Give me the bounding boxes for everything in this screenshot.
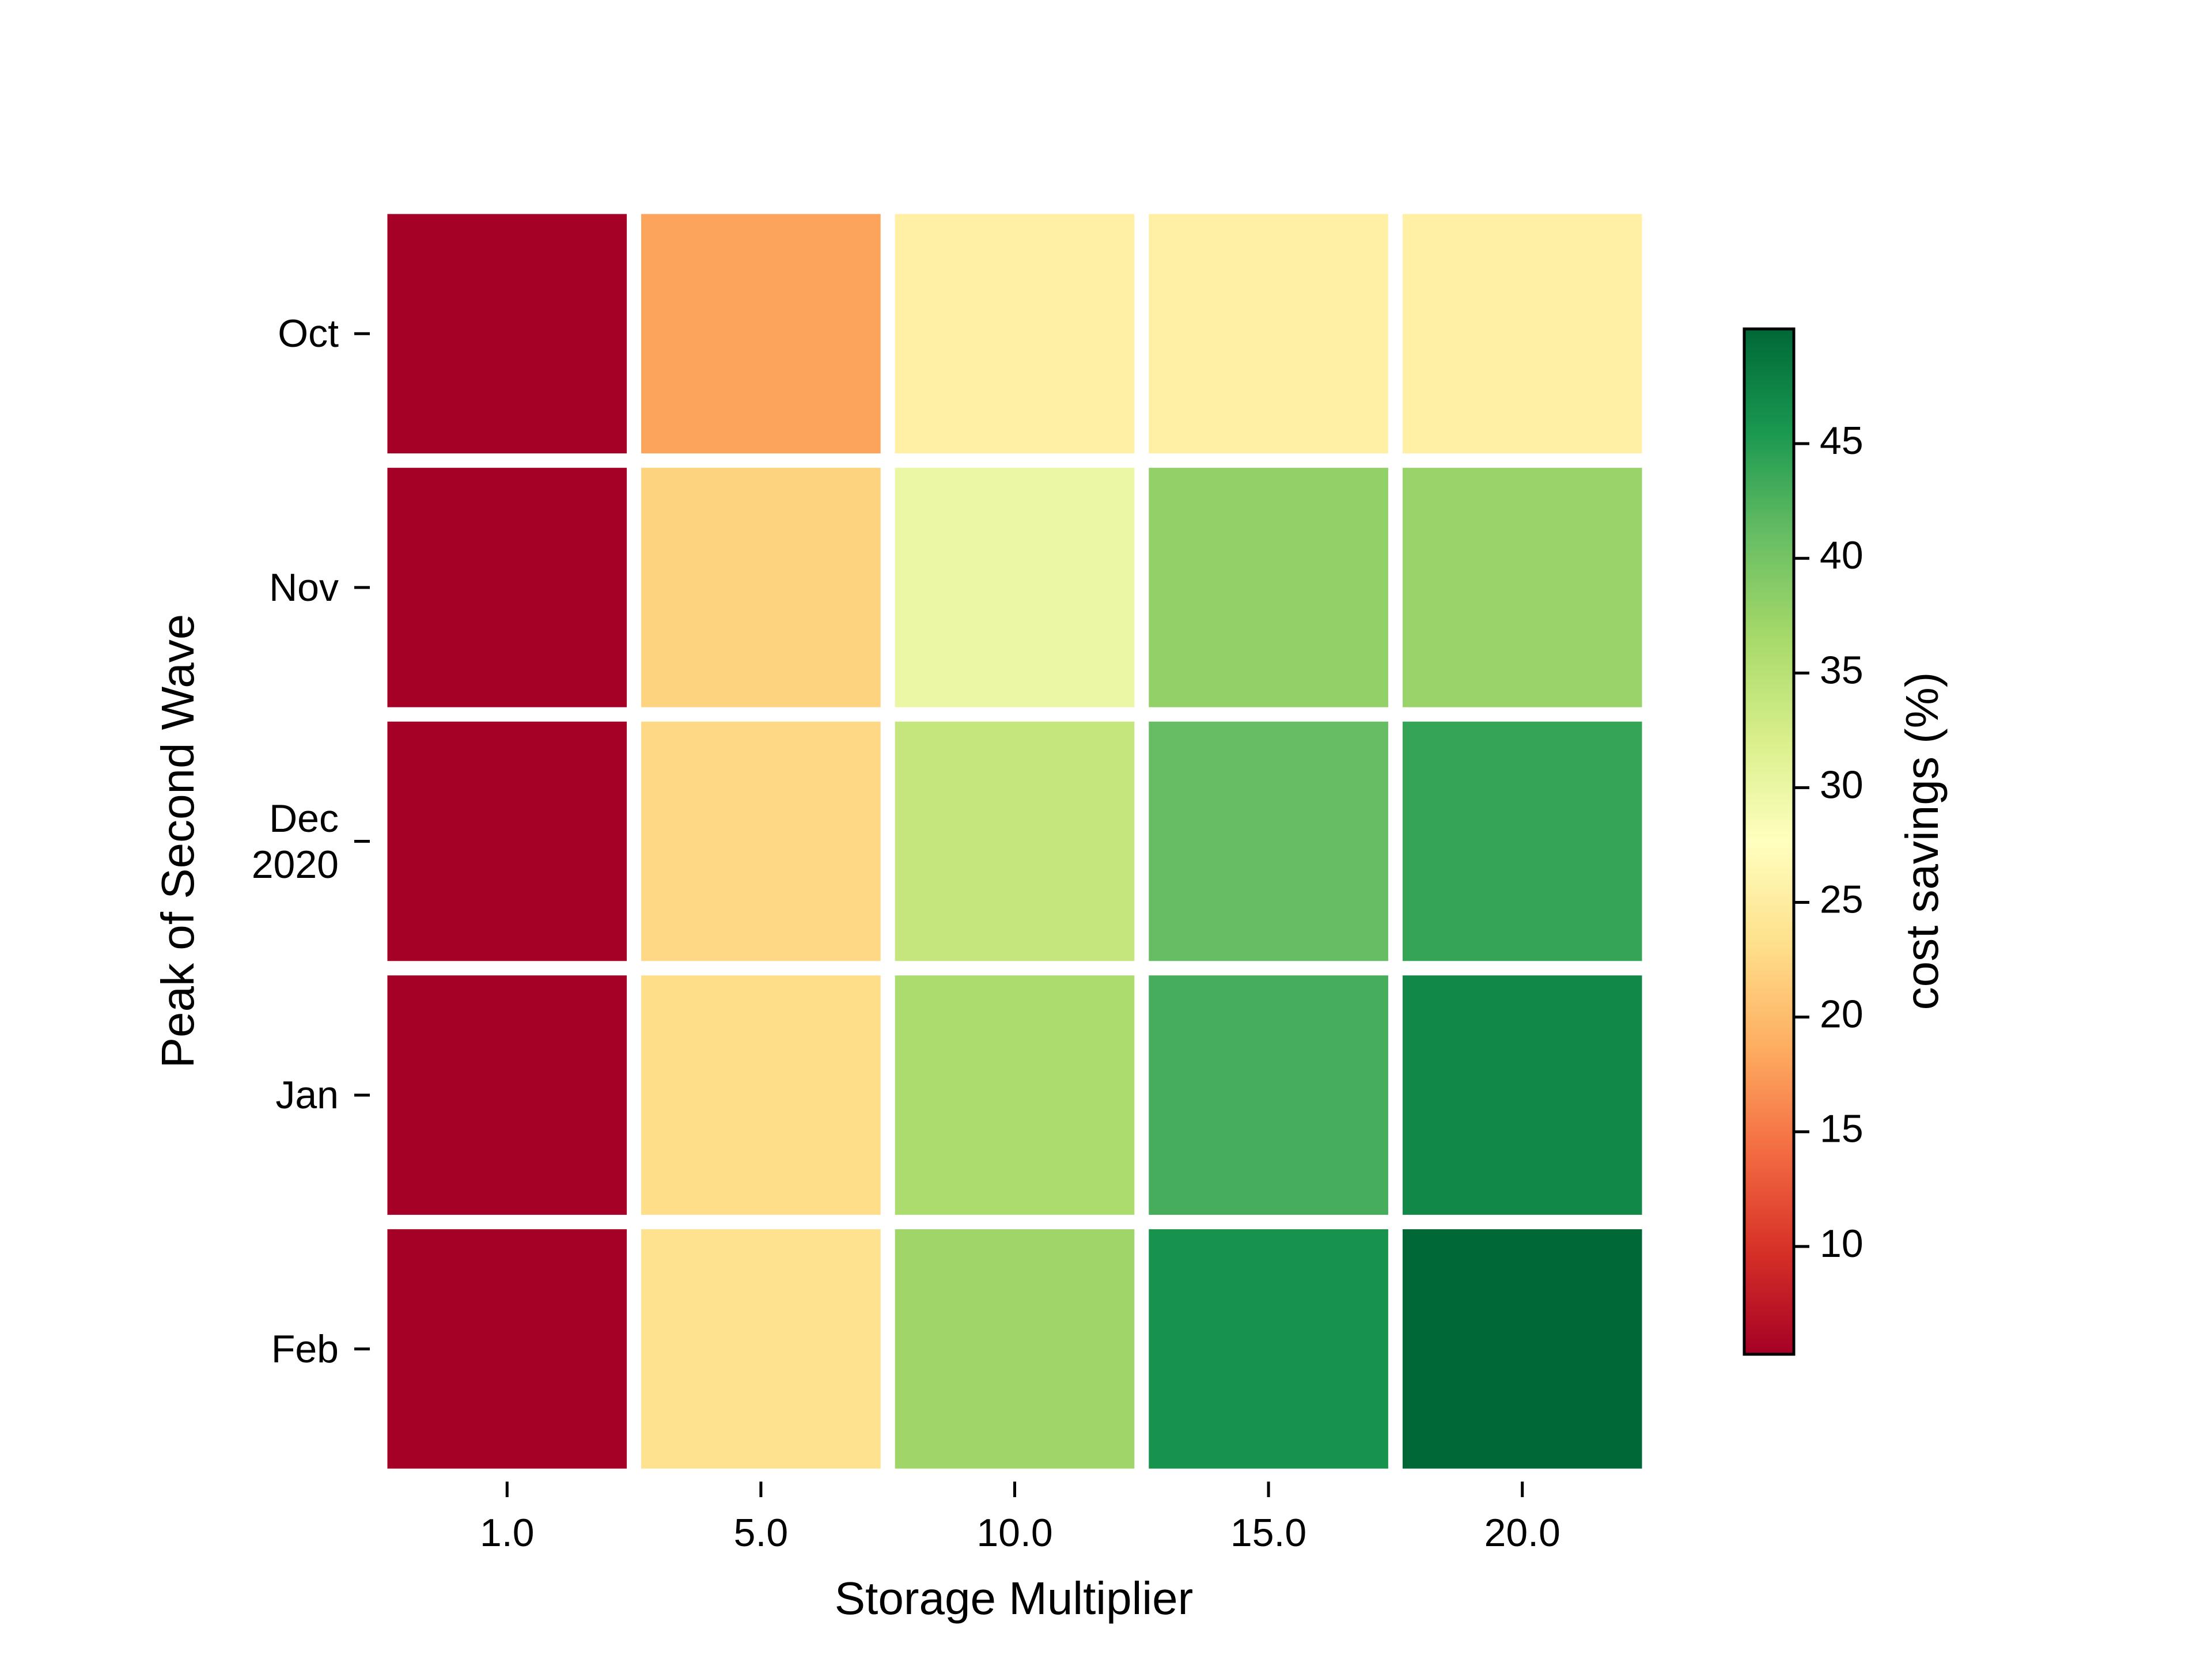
- heatmap-cell: [387, 975, 627, 1215]
- x-tick-label: 20.0: [1484, 1511, 1560, 1555]
- colorbar-tick-label: 10: [1820, 1222, 1863, 1266]
- colorbar-tick-label: 30: [1820, 763, 1863, 806]
- colorbar-tick-label: 15: [1820, 1107, 1863, 1151]
- heatmap-cell: [1402, 1229, 1642, 1469]
- x-tick-label: 15.0: [1230, 1511, 1306, 1555]
- heatmap-cell: [641, 214, 881, 454]
- heatmap-cell: [1149, 468, 1388, 707]
- heatmap-cell: [1402, 214, 1642, 454]
- heatmap-cell: [387, 1229, 627, 1469]
- heatmap-cell: [1402, 721, 1642, 961]
- colorbar-tick-label: 40: [1820, 533, 1863, 577]
- x-tick-label: 1.0: [480, 1511, 535, 1555]
- heatmap-cell: [387, 721, 627, 961]
- heatmap-cell: [1402, 468, 1642, 707]
- x-tick-label: 10.0: [976, 1511, 1052, 1555]
- y-tick-label: Oct: [278, 312, 339, 356]
- heatmap-cell: [387, 468, 627, 707]
- heatmap-cell: [641, 1229, 881, 1469]
- heatmap-cell: [641, 468, 881, 707]
- y-tick-label: Jan: [275, 1073, 339, 1118]
- y-axis-label: Peak of Second Wave: [152, 614, 203, 1069]
- heatmap-cell: [641, 975, 881, 1215]
- colorbar-tick-label: 45: [1820, 419, 1863, 463]
- heatmap-cell: [1149, 721, 1388, 961]
- heatmap-cell: [895, 721, 1135, 961]
- colorbar-tick-label: 20: [1820, 993, 1863, 1036]
- y-tick-label: Nov: [269, 565, 339, 609]
- heatmap-cell: [895, 1229, 1135, 1469]
- colorbar-tick-label: 35: [1820, 648, 1863, 692]
- heatmap-cell: [1149, 214, 1388, 454]
- heatmap-cell: [1402, 975, 1642, 1215]
- heatmap-cell: [641, 721, 881, 961]
- colorbar: [1743, 327, 1796, 1356]
- heatmap-cell: [895, 975, 1135, 1215]
- x-axis-label: Storage Multiplier: [835, 1573, 1194, 1624]
- heatmap-cell: [895, 214, 1135, 454]
- y-tick-label: Feb: [271, 1327, 339, 1371]
- heatmap-cell: [387, 214, 627, 454]
- x-tick-label: 5.0: [734, 1511, 789, 1555]
- y-tick-label: Dec 2020: [251, 796, 339, 887]
- heatmap-cell: [1149, 1229, 1388, 1469]
- colorbar-tick-label: 25: [1820, 877, 1863, 921]
- heatmap-cell: [1149, 975, 1388, 1215]
- heatmap-cell: [895, 468, 1135, 707]
- colorbar-label: cost savings (%): [1896, 672, 1948, 1010]
